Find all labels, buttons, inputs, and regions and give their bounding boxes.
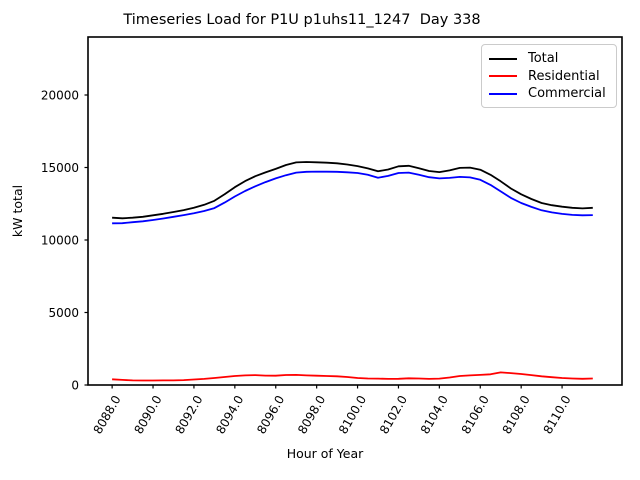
- x-tick-label: 8090.0: [132, 393, 165, 436]
- x-tick-label: 8108.0: [500, 393, 533, 436]
- y-axis-label: kW total: [10, 185, 25, 237]
- legend-line-swatch: [489, 75, 517, 77]
- x-tick-label: 8110.0: [541, 393, 574, 436]
- legend: Total Residential Commercial: [481, 44, 617, 108]
- x-tick-label: 8092.0: [172, 393, 205, 436]
- x-tick-label: 8100.0: [336, 393, 369, 436]
- series-line-commercial: [112, 170, 593, 225]
- x-tick-label: 8088.0: [91, 393, 124, 436]
- legend-label: Residential: [528, 68, 600, 84]
- y-tick-label: 0: [71, 379, 79, 393]
- series-line-residential: [112, 371, 593, 382]
- chart-title: Timeseries Load for P1U p1uhs11_1247 Day…: [123, 12, 481, 28]
- y-tick-label: 5000: [48, 306, 79, 320]
- legend-entry-total: Total: [489, 50, 609, 67]
- x-tick-label: 8094.0: [213, 393, 246, 436]
- legend-label: Total: [528, 51, 559, 66]
- legend-label: Commercial: [528, 86, 606, 101]
- y-tick-label: 15000: [41, 161, 79, 175]
- series-line-total: [112, 161, 593, 220]
- x-tick-label: 8106.0: [459, 393, 492, 436]
- x-tick-label: 8102.0: [377, 393, 410, 436]
- y-tick-label: 20000: [41, 89, 79, 103]
- legend-entry-commercial: Commercial: [489, 85, 609, 102]
- x-axis-label: Hour of Year: [286, 446, 364, 461]
- axes-spines: [87, 36, 623, 386]
- legend-line-swatch: [489, 92, 517, 95]
- legend-entry-residential: Residential: [489, 68, 609, 85]
- legend-line-swatch: [489, 57, 517, 60]
- y-tick-label: 10000: [41, 234, 79, 248]
- x-tick-label: 8098.0: [295, 393, 328, 436]
- x-tick-label: 8096.0: [254, 393, 287, 436]
- x-tick-label: 8104.0: [418, 393, 451, 436]
